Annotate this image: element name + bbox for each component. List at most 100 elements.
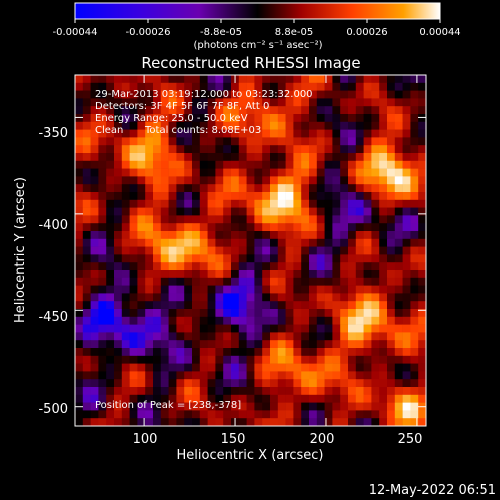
heatmap-cell: [145, 301, 154, 310]
heatmap-cell: [176, 293, 185, 302]
heatmap-cell: [379, 207, 388, 216]
heatmap-cell: [316, 82, 325, 91]
heatmap-cell: [223, 98, 232, 107]
heatmap-cell: [340, 192, 349, 201]
heatmap-cell: [168, 98, 177, 107]
heatmap-cell: [262, 410, 271, 419]
heatmap-cell: [207, 98, 216, 107]
heatmap-cell: [301, 223, 310, 232]
heatmap-cell: [277, 106, 286, 115]
heatmap-cell: [371, 121, 380, 130]
heatmap-cell: [153, 199, 162, 208]
heatmap-cell: [418, 129, 426, 138]
heatmap-cell: [184, 192, 193, 201]
y-tick-label-1: -400: [38, 218, 68, 233]
heatmap-cell: [332, 82, 341, 91]
heatmap-cell: [379, 215, 388, 224]
heatmap-cell: [371, 153, 380, 162]
heatmap-cell: [137, 332, 146, 341]
heatmap-cell: [316, 340, 325, 349]
heatmap-cell: [348, 176, 357, 185]
heatmap-cell: [270, 332, 279, 341]
heatmap-cell: [238, 340, 247, 349]
heatmap-cell: [192, 410, 201, 419]
heatmap-cell: [348, 82, 357, 91]
heatmap-cell: [262, 121, 271, 130]
heatmap-cell: [75, 223, 84, 232]
heatmap-cell: [418, 168, 426, 177]
heatmap-cell: [379, 371, 388, 380]
heatmap-cell: [418, 301, 426, 310]
heatmap-cell: [355, 293, 364, 302]
heatmap-cell: [293, 75, 302, 84]
heatmap-cell: [160, 285, 169, 294]
heatmap-cell: [199, 340, 208, 349]
heatmap-cell: [293, 410, 302, 419]
heatmap-cell: [270, 316, 279, 325]
heatmap-cell: [223, 246, 232, 255]
heatmap-cell: [106, 316, 115, 325]
heatmap-cell: [340, 129, 349, 138]
heatmap-cell: [340, 137, 349, 146]
heatmap-cell: [418, 199, 426, 208]
heatmap-cell: [270, 168, 279, 177]
heatmap-cell: [231, 285, 240, 294]
heatmap-cell: [121, 168, 130, 177]
heatmap-cell: [90, 324, 99, 333]
heatmap-cell: [129, 340, 138, 349]
heatmap-cell: [137, 145, 146, 154]
heatmap-cell: [153, 106, 162, 115]
heatmap-cell: [355, 270, 364, 279]
heatmap-cell: [394, 309, 403, 318]
heatmap-cell: [160, 199, 169, 208]
heatmap-cell: [340, 379, 349, 388]
heatmap-cell: [285, 301, 294, 310]
heatmap-cell: [301, 153, 310, 162]
colorbar: [74, 2, 441, 20]
heatmap-cell: [160, 192, 169, 201]
heatmap-cell: [293, 270, 302, 279]
heatmap-cell: [176, 418, 185, 426]
heatmap-cell: [121, 121, 130, 130]
heatmap-cell: [324, 394, 333, 403]
heatmap-cell: [160, 348, 169, 357]
heatmap-cell: [238, 402, 247, 411]
heatmap-cell: [160, 215, 169, 224]
heatmap-cell: [137, 121, 146, 130]
heatmap-cell: [293, 98, 302, 107]
heatmap-cell: [98, 121, 107, 130]
heatmap-cell: [176, 82, 185, 91]
heatmap-cell: [90, 254, 99, 263]
heatmap-cell: [254, 355, 263, 364]
heatmap-cell: [379, 254, 388, 263]
heatmap-cell: [309, 324, 318, 333]
heatmap-cell: [215, 129, 224, 138]
heatmap-cell: [293, 82, 302, 91]
heatmap-cell: [293, 215, 302, 224]
heatmap-cell: [410, 98, 419, 107]
heatmap-cell: [363, 184, 372, 193]
heatmap-cell: [215, 75, 224, 84]
heatmap-cell: [137, 207, 146, 216]
heatmap-cell: [199, 168, 208, 177]
heatmap-cell: [160, 277, 169, 286]
heatmap-cell: [246, 316, 255, 325]
heatmap-cell: [293, 160, 302, 169]
heatmap-cell: [262, 387, 271, 396]
heatmap-cell: [363, 394, 372, 403]
heatmap-cell: [324, 379, 333, 388]
heatmap-cell: [82, 355, 91, 364]
heatmap-cell: [309, 207, 318, 216]
heatmap-cell: [114, 340, 123, 349]
heatmap-cell: [129, 223, 138, 232]
heatmap-cell: [293, 363, 302, 372]
heatmap-cell: [192, 160, 201, 169]
heatmap-cell: [418, 285, 426, 294]
heatmap-cell: [387, 309, 396, 318]
heatmap-cell: [137, 394, 146, 403]
heatmap-cell: [129, 363, 138, 372]
heatmap-cell: [418, 215, 426, 224]
heatmap-cell: [238, 114, 247, 123]
heatmap-cell: [262, 402, 271, 411]
heatmap-cell: [402, 90, 411, 99]
